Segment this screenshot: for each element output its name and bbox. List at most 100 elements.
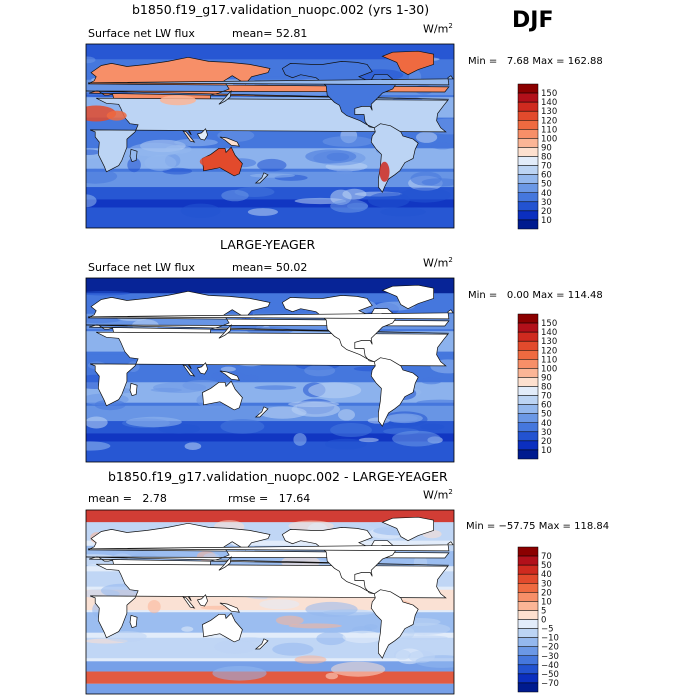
colorbar-tick-label: 30 xyxy=(541,198,552,208)
map-contour xyxy=(293,433,307,446)
panel3-mean: mean = 2.78 xyxy=(88,492,167,505)
map-contour xyxy=(408,650,435,663)
colorbar-tick-label: 60 xyxy=(541,171,552,181)
map-contour xyxy=(305,149,357,164)
panel2-minmax: Min = 0.00 Max = 114.48 xyxy=(468,290,603,301)
colorbar-swatch xyxy=(517,219,539,230)
colorbar-tick-label: 20 xyxy=(541,588,552,598)
colorbar-tick-label: 30 xyxy=(541,428,552,438)
land-mask xyxy=(254,638,269,650)
land-field xyxy=(196,128,208,141)
map-frame-2 xyxy=(85,277,455,463)
map-contour xyxy=(338,409,355,421)
colorbar-swatch xyxy=(517,637,539,647)
colorbar-tick-label: 10 xyxy=(541,216,552,226)
panel3-minmax: Min = −57.75 Max = 118.84 xyxy=(466,521,609,532)
colorbar-swatch xyxy=(517,120,539,130)
panel1-title: b1850.f19_g17.validation_nuopc.002 (yrs … xyxy=(132,2,430,17)
colorbar-swatch xyxy=(517,386,539,396)
map-band xyxy=(86,207,454,228)
map-contour xyxy=(275,615,304,626)
land-mask xyxy=(129,382,138,397)
panel3-max-label: Max = xyxy=(538,521,571,532)
panel2-units-exp: 2 xyxy=(448,256,453,264)
map-contour xyxy=(380,207,426,217)
colorbar-swatch xyxy=(517,110,539,121)
panel1-units-base: W/m xyxy=(423,22,449,36)
map-contour xyxy=(212,666,267,681)
colorbar-swatch xyxy=(517,431,539,442)
land-mask xyxy=(281,527,398,595)
map-contour xyxy=(325,672,338,680)
land-field xyxy=(87,75,454,86)
colorbar-swatch xyxy=(517,147,539,157)
colorbar-tick-label: 150 xyxy=(541,89,557,99)
colorbar-swatch xyxy=(517,646,539,657)
colorbar-tick-label: 10 xyxy=(541,597,552,607)
map-contour xyxy=(238,637,263,643)
map-contour xyxy=(316,631,346,646)
panel3-min-label: Min = xyxy=(466,521,496,532)
map-contour xyxy=(294,655,327,664)
colorbar-tick-label: −40 xyxy=(541,661,559,671)
colorbar-tick-label: 130 xyxy=(541,107,557,117)
colorbar-tick-label: 70 xyxy=(541,552,552,562)
colorbar-swatch xyxy=(517,573,539,584)
land-mask xyxy=(219,370,240,381)
panel2-units: W/m2 xyxy=(423,256,453,270)
colorbar-tick-label: 140 xyxy=(541,328,557,338)
land-mask xyxy=(370,357,419,427)
colorbar-tick-label: 50 xyxy=(541,180,552,190)
panel3-units-exp: 2 xyxy=(448,488,453,496)
colorbar-swatch xyxy=(517,413,539,424)
map-contour xyxy=(242,374,259,381)
map-contour xyxy=(247,208,278,216)
panel1-mean-label: mean= xyxy=(232,27,273,40)
map-contour xyxy=(257,158,287,172)
panel1-variable: Surface net LW flux xyxy=(88,27,195,40)
colorbar-tick-label: 140 xyxy=(541,98,557,108)
land-field xyxy=(129,148,138,163)
map-contour xyxy=(250,173,295,178)
panel1-mean: mean= 52.81 xyxy=(232,27,307,40)
colorbar-tick-label: 40 xyxy=(541,419,552,429)
colorbar-tick-label: 5 xyxy=(541,606,546,616)
map-contour xyxy=(392,430,441,447)
colorbar-tick-label: −20 xyxy=(541,643,559,653)
colorbar-tick-label: −30 xyxy=(541,652,559,662)
land-mask xyxy=(87,309,454,320)
map-contour xyxy=(399,187,451,203)
colorbar-swatch xyxy=(517,655,539,666)
land-field xyxy=(281,61,398,129)
map-contour xyxy=(421,178,454,187)
colorbar-swatch xyxy=(517,682,539,693)
colorbar-tick-label: 20 xyxy=(541,207,552,217)
colorbar-tick-label: 90 xyxy=(541,143,552,153)
land-mask xyxy=(129,614,138,629)
colorbar-tick-label: −10 xyxy=(541,634,559,644)
colorbar-tick-label: 80 xyxy=(541,153,552,163)
panel2-mean: mean= 50.02 xyxy=(232,261,307,274)
map-contour xyxy=(162,167,193,175)
map-contour xyxy=(393,649,411,660)
map-panel-3 xyxy=(85,509,455,695)
panel3-units: W/m2 xyxy=(423,488,453,502)
map-band xyxy=(86,510,454,523)
land-field xyxy=(218,89,232,105)
map-band xyxy=(86,433,454,442)
map-contour xyxy=(86,56,96,64)
colorbar-swatch xyxy=(517,546,539,557)
colorbar-tick-label: 120 xyxy=(541,346,557,356)
land-mask xyxy=(202,612,243,643)
panel3-min-value: −57.75 xyxy=(498,521,536,532)
panel3-rmse-label: rmse = xyxy=(228,492,269,505)
map-contour xyxy=(305,601,358,617)
map-contour xyxy=(259,599,300,610)
colorbar-swatch xyxy=(517,183,539,194)
map-contour xyxy=(144,154,177,171)
colorbar-tick-label: 70 xyxy=(541,162,552,172)
colorbar-tick-label: 150 xyxy=(541,319,557,329)
